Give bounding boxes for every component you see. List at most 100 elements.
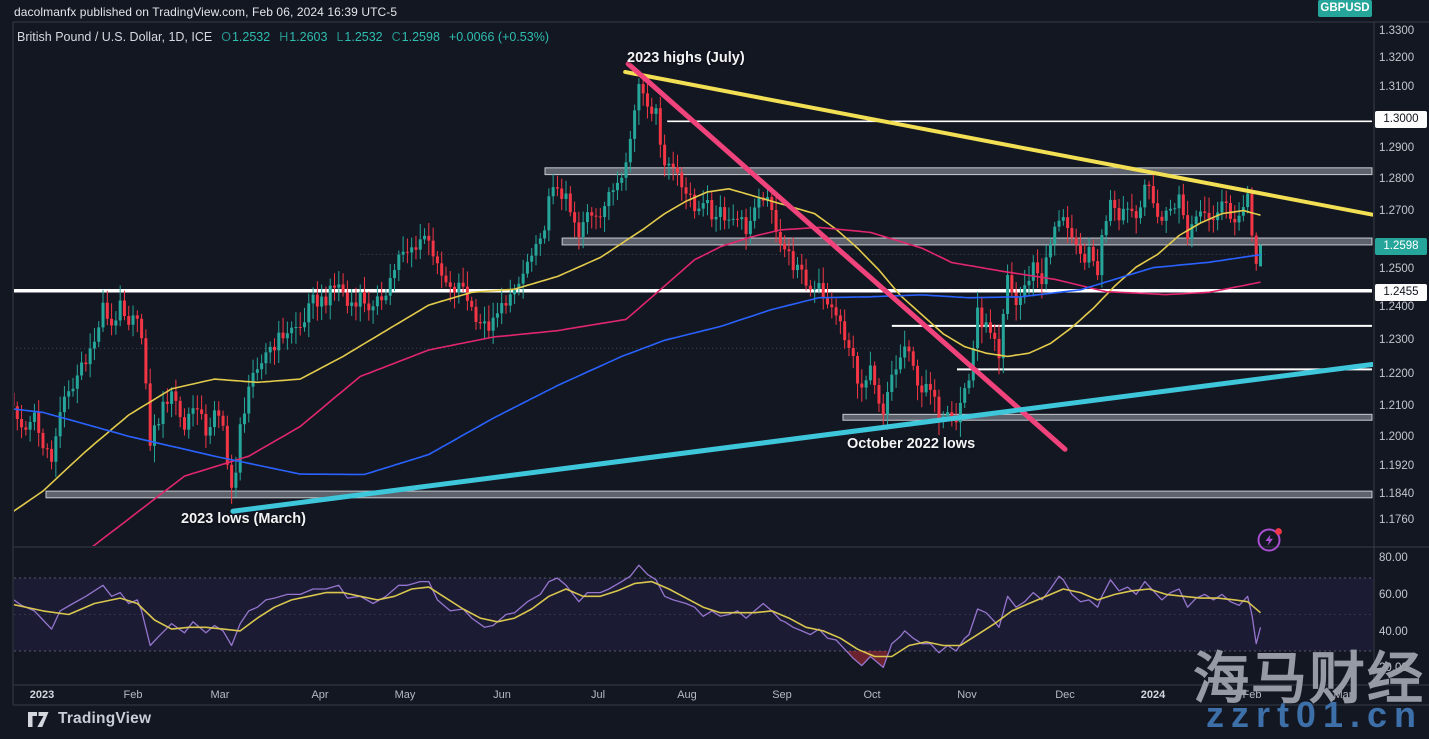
candle bbox=[268, 346, 272, 353]
candle bbox=[864, 380, 868, 388]
time-axis-label: Dec bbox=[1055, 689, 1075, 701]
candle bbox=[1121, 208, 1125, 221]
candle bbox=[15, 406, 19, 420]
candle bbox=[1010, 275, 1014, 293]
candle bbox=[1113, 199, 1117, 209]
candle bbox=[80, 362, 84, 376]
candle bbox=[555, 187, 559, 189]
candle bbox=[1126, 208, 1130, 210]
candle bbox=[62, 396, 66, 413]
candle bbox=[1057, 220, 1061, 227]
candle bbox=[560, 188, 564, 199]
candle bbox=[97, 327, 101, 342]
yellow-descending-from-2023-highs bbox=[623, 69, 1373, 217]
candle bbox=[277, 332, 281, 351]
candle bbox=[14, 392, 15, 407]
candle bbox=[187, 413, 191, 430]
candle bbox=[988, 322, 992, 333]
candle bbox=[303, 322, 307, 328]
candle bbox=[191, 408, 195, 414]
rsi-line bbox=[14, 564, 1262, 669]
candle bbox=[397, 254, 401, 270]
candle bbox=[1259, 245, 1263, 267]
candle bbox=[607, 192, 611, 207]
candle bbox=[393, 269, 397, 279]
candle bbox=[105, 302, 109, 319]
candle bbox=[238, 424, 242, 473]
candle bbox=[624, 162, 628, 178]
ma-pink-mid bbox=[92, 226, 1261, 546]
candle bbox=[976, 307, 980, 349]
candle bbox=[230, 464, 234, 488]
notification-dot bbox=[1275, 528, 1282, 535]
candle bbox=[1018, 297, 1022, 306]
price-axis-label: 1.3100 bbox=[1379, 81, 1415, 93]
time-axis-label: Apr bbox=[311, 689, 329, 701]
candle bbox=[890, 374, 894, 393]
candle bbox=[148, 383, 152, 446]
rsi-axis-label: 20.00 bbox=[1379, 662, 1408, 674]
annotation-text: October 2022 lows bbox=[847, 436, 976, 452]
candle bbox=[182, 417, 186, 430]
candle bbox=[418, 239, 422, 250]
candle bbox=[577, 222, 581, 238]
lightning-ideas-icon[interactable] bbox=[1255, 525, 1287, 555]
watermark-cjk: 海马财经 bbox=[1193, 647, 1425, 710]
price-axis-label: 1.2700 bbox=[1379, 205, 1415, 217]
candle bbox=[916, 365, 920, 386]
candle bbox=[508, 294, 512, 306]
candle bbox=[603, 206, 607, 217]
candle bbox=[590, 212, 594, 216]
candle bbox=[1233, 218, 1237, 223]
candle bbox=[954, 419, 958, 423]
candle bbox=[585, 212, 589, 223]
candle bbox=[946, 412, 950, 417]
annotation-text: 2023 highs (July) bbox=[627, 50, 745, 66]
candle bbox=[834, 307, 838, 316]
candle bbox=[675, 167, 679, 173]
candle bbox=[521, 273, 525, 284]
candle bbox=[667, 163, 671, 166]
candle bbox=[217, 410, 221, 416]
candle bbox=[684, 187, 688, 194]
candle bbox=[967, 380, 971, 389]
time-axis-label: Feb bbox=[123, 689, 143, 701]
candle bbox=[1203, 211, 1207, 213]
candle bbox=[311, 294, 315, 304]
candle bbox=[718, 207, 722, 217]
candle bbox=[500, 303, 504, 314]
candle bbox=[877, 385, 881, 404]
candle bbox=[1211, 218, 1215, 221]
candle bbox=[290, 327, 294, 334]
time-axis-label: Nov bbox=[957, 689, 977, 701]
candle bbox=[766, 197, 770, 201]
candle bbox=[444, 275, 448, 283]
candle bbox=[114, 320, 118, 326]
candle bbox=[1173, 208, 1177, 210]
candle bbox=[774, 210, 778, 232]
candle bbox=[212, 410, 216, 428]
legend-close: C1.2598 bbox=[391, 30, 440, 44]
lightning-bolt-glyph bbox=[1265, 534, 1273, 546]
candle bbox=[1104, 221, 1108, 236]
candle bbox=[894, 369, 898, 375]
candle bbox=[547, 196, 551, 231]
publisher-line: dacolmanfx published on TradingView.com,… bbox=[14, 5, 398, 19]
legend-change: +0.0066 (+0.53%) bbox=[448, 30, 549, 44]
legend-open: O1.2532 bbox=[221, 30, 271, 44]
price-axis-label: 1.2400 bbox=[1379, 301, 1415, 313]
candle bbox=[787, 249, 791, 252]
candle bbox=[1130, 208, 1134, 212]
candle bbox=[1254, 235, 1258, 264]
symbol-legend: British Pound / U.S. Dollar, 1D, ICE O1.… bbox=[17, 30, 549, 44]
candle bbox=[963, 388, 967, 403]
candle bbox=[1220, 201, 1224, 213]
candle bbox=[371, 306, 375, 311]
candle bbox=[67, 391, 71, 397]
candle bbox=[341, 284, 345, 293]
time-axis-label: Mar bbox=[210, 689, 230, 701]
candle bbox=[1186, 215, 1190, 240]
time-axis-label: Jul bbox=[590, 689, 606, 701]
